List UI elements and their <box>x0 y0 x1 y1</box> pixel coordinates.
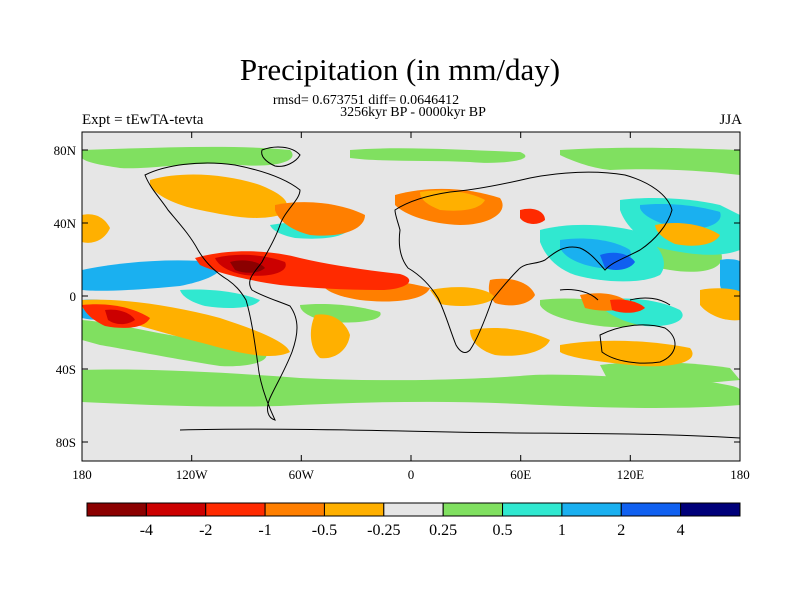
colorbar-swatch <box>620 502 682 517</box>
lon-label-60w: 60W <box>289 467 315 482</box>
colorbar-label: -1 <box>258 522 271 539</box>
colorbar-label: 2 <box>617 522 625 539</box>
colorbar-swatch <box>442 502 504 517</box>
coastlines <box>144 146 740 439</box>
latitude-axis <box>82 149 740 443</box>
colorbar-label: 0.5 <box>493 522 513 539</box>
colorbar-label: -2 <box>199 522 212 539</box>
colorbar-swatch <box>561 502 622 517</box>
colorbar-swatch <box>502 502 563 517</box>
longitude-axis <box>191 132 631 461</box>
lat-label-80s: 80S <box>56 435 76 450</box>
stats-line: rmsd= 0.673751 diff= 0.0646412 <box>272 93 460 108</box>
colorbar-swatch <box>145 502 207 517</box>
colorbar-label: 1 <box>558 522 566 539</box>
lon-label-180w: 180 <box>72 467 92 482</box>
colorbar-swatch <box>323 502 385 517</box>
experiment-label: Expt = tEwTA-tevta <box>82 112 204 128</box>
lat-label-80n: 80N <box>54 143 77 158</box>
lat-label-40s: 40S <box>56 362 76 377</box>
lon-label-120w: 120W <box>176 467 209 482</box>
map-title: Precipitation (in mm/day) <box>239 52 561 87</box>
colorbar-label: -0.25 <box>367 522 400 539</box>
colorbar-label: 4 <box>677 522 685 539</box>
season-label: JJA <box>719 112 742 128</box>
colorbar-label: 0.25 <box>429 522 457 539</box>
lon-label-0: 0 <box>408 467 415 482</box>
lon-label-180e: 180 <box>730 467 750 482</box>
colorbar-swatch <box>680 502 741 517</box>
lon-label-120e: 120E <box>617 467 645 482</box>
lat-label-40n: 40N <box>54 216 77 231</box>
colorbar-label: -0.5 <box>312 522 337 539</box>
colorbar: -4 -2 -1 -0.5 -0.25 0.25 0.5 1 2 4 <box>86 502 741 539</box>
colorbar-swatch <box>86 502 147 517</box>
lon-label-60e: 60E <box>510 467 531 482</box>
period-line: 3256kyr BP - 0000kyr BP <box>340 105 486 120</box>
colorbar-swatch <box>383 502 444 517</box>
colorbar-label: -4 <box>140 522 153 539</box>
lat-label-0: 0 <box>70 289 77 304</box>
colorbar-swatch <box>205 502 266 517</box>
colorbar-swatch <box>264 502 325 517</box>
